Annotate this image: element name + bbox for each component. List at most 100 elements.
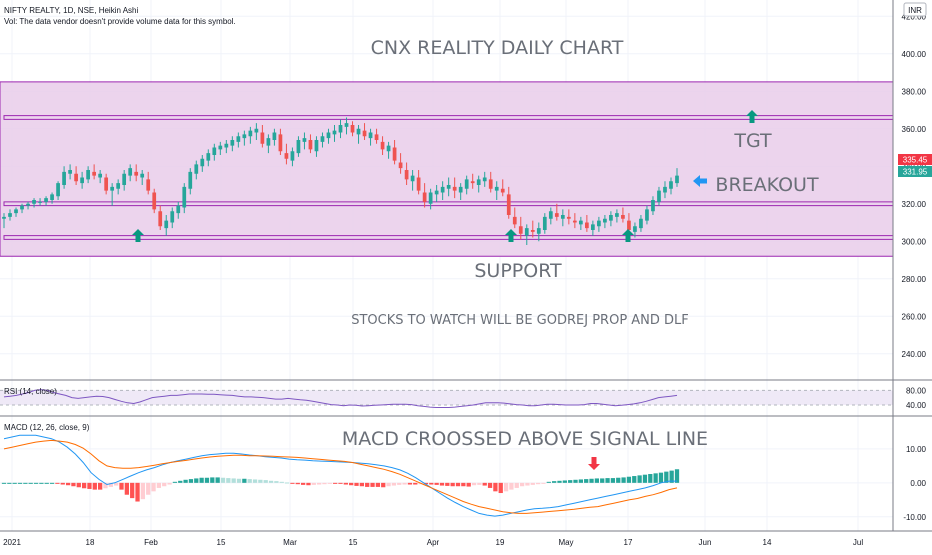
candle-body [392, 147, 397, 161]
macd-histogram-bar [23, 482, 28, 484]
macd-histogram-bar [194, 478, 199, 483]
macd-histogram-bar [279, 481, 284, 483]
price-badge-current-text: 335.45 [903, 156, 928, 165]
y-tick-label: 420.00 [902, 12, 927, 21]
macd-histogram-bar [81, 482, 87, 489]
candle-body [362, 130, 367, 137]
macd-histogram-bar [39, 482, 44, 484]
price-badge-previous-text: 331.95 [903, 168, 928, 177]
macd-histogram-bar [103, 482, 108, 489]
macd-histogram-bar [461, 482, 466, 487]
candle-body [50, 194, 54, 200]
macd-histogram-bar [268, 480, 274, 483]
candle-body [548, 211, 553, 219]
macd-histogram-bar [477, 482, 482, 485]
candle-body [128, 168, 133, 176]
macd-histogram-bar [7, 482, 12, 484]
candle-body [164, 220, 169, 229]
candle-body [374, 134, 379, 140]
macd-histogram-bar [236, 478, 242, 483]
macd-histogram-bar [621, 477, 626, 483]
macd-histogram-bar [397, 482, 402, 485]
macd-histogram-bar [306, 482, 311, 486]
candle-body [104, 177, 109, 191]
rsi-tick-label: 40.00 [906, 401, 927, 410]
candle-body [621, 215, 625, 219]
candle-body [578, 220, 583, 225]
candle-body [284, 153, 289, 159]
macd-tick-label: 10.00 [906, 445, 927, 454]
macd-histogram-bar [322, 482, 327, 485]
candle-body [542, 216, 547, 230]
candle-body [176, 205, 181, 214]
macd-tick-label: -10.00 [903, 513, 926, 522]
macd-histogram-bar [375, 482, 381, 487]
y-tick-label: 360.00 [902, 125, 927, 134]
macd-histogram-bar [610, 478, 616, 483]
candle-body [308, 140, 313, 150]
macd-histogram-bar [605, 478, 610, 483]
x-tick-label: 15 [217, 538, 226, 547]
y-tick-label: 280.00 [902, 275, 927, 284]
currency-badge[interactable]: INR [903, 2, 927, 17]
macd-histogram-bar [407, 482, 413, 485]
macd-histogram-bar [642, 474, 648, 483]
candle-body [158, 211, 163, 227]
x-tick-label: 2021 [3, 538, 21, 547]
macd-histogram-bar [519, 482, 525, 487]
macd-histogram-bar [354, 482, 359, 486]
candle-body [476, 179, 481, 185]
macd-pane [1, 434, 680, 517]
macd-histogram-bar [493, 482, 498, 492]
candle-body [440, 186, 445, 193]
macd-histogram-bar [370, 482, 375, 487]
arrow-up-icon [622, 229, 634, 242]
macd-histogram-bar [55, 482, 60, 484]
annotation-stocks: STOCKS TO WATCH WILL BE GODREJ PROP AND … [351, 313, 689, 328]
macd-histogram-bar [626, 476, 632, 483]
macd-histogram-bar [258, 479, 263, 483]
candle-body [134, 171, 139, 176]
candle-body [512, 216, 517, 225]
candle-body [434, 190, 439, 195]
macd-histogram-bar [183, 479, 188, 483]
macd-histogram-bar [402, 482, 407, 485]
x-tick-label: 15 [349, 538, 358, 547]
price-zones [0, 81, 894, 257]
candle-body [554, 213, 559, 217]
candle-body [506, 194, 511, 215]
macd-histogram-bar [263, 480, 268, 483]
symbol-header: NIFTY REALTY, 1D, NSE, Heikin Ashi [4, 6, 138, 15]
arrow-up-icon [132, 229, 144, 242]
price-badge-current: 335.45 [898, 154, 932, 165]
macd-histogram-bar [316, 482, 322, 485]
macd-histogram-bar [71, 482, 76, 487]
x-tick-label: Apr [427, 538, 440, 547]
x-tick-label: 18 [86, 538, 95, 547]
candle-body [152, 192, 157, 210]
candle-body [38, 201, 42, 203]
candle-body [278, 134, 283, 152]
macd-histogram-bar [349, 482, 354, 486]
macd-histogram-bar [503, 482, 509, 492]
macd-histogram-bar [343, 482, 348, 485]
macd-histogram-bar [423, 482, 429, 485]
candle-body [230, 140, 235, 146]
macd-histogram-bar [76, 482, 81, 488]
macd-histogram-bar [274, 481, 279, 483]
macd-histogram-bar [359, 482, 365, 487]
macd-histogram-bar [28, 482, 33, 484]
macd-histogram-bar [172, 481, 178, 483]
candle-body [566, 216, 571, 219]
candle-body [609, 215, 613, 221]
macd-histogram-bar [87, 482, 92, 489]
y-tick-label: 400.00 [902, 50, 927, 59]
macd-histogram-bar [124, 482, 129, 495]
macd-histogram-bar [568, 480, 573, 483]
annotation-breakout: BREAKOUT [715, 174, 819, 196]
macd-histogram-bar [498, 482, 503, 494]
macd-histogram-bar [455, 482, 461, 487]
macd-label: MACD (12, 26, close, 9) [4, 423, 90, 432]
